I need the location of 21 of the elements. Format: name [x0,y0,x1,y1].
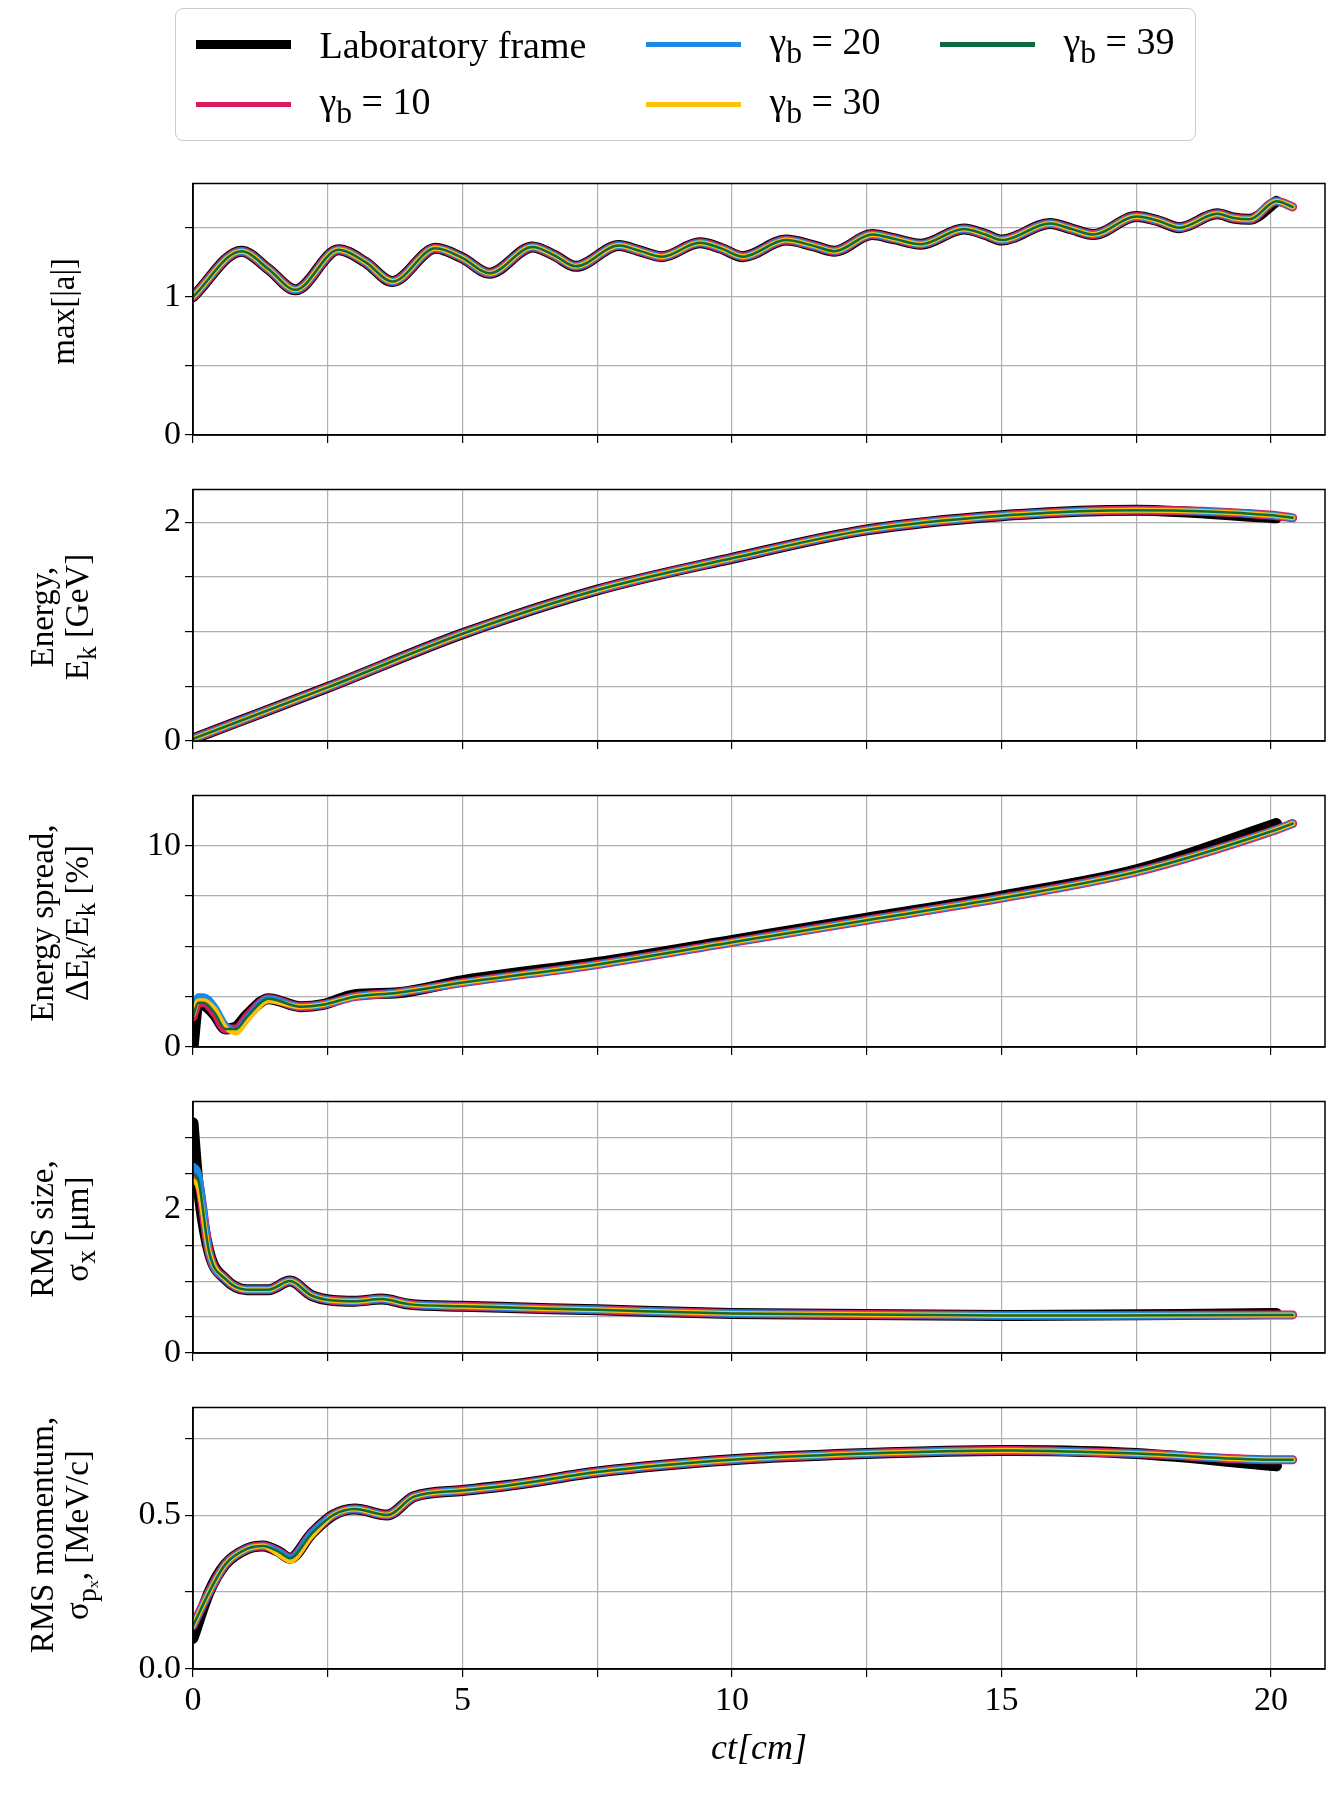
x-tick-label: 20 [1254,1680,1289,1718]
y-tick-label: 0.5 [138,1494,181,1532]
x-tick-label: 10 [715,1680,750,1718]
x-axis-title: ct[cm] [711,1727,807,1768]
y-tick-label: 0 [164,1026,181,1064]
y-tick-label: 2 [164,501,181,539]
y-tick-label: 0 [164,414,181,452]
legend-label: γ$_{b}$ = 30 [769,78,881,131]
x-tick-label: 5 [454,1680,472,1718]
y-tick-label: 0 [164,1332,181,1370]
y-tick-label: 1 [164,275,181,313]
y-tick-label: 10 [147,824,181,862]
y-tick-label: 0 [164,720,181,758]
y-tick-label: 0.0 [138,1648,181,1686]
legend-label: γ$_{b}$ = 20 [769,19,881,71]
legend-label: Laboratory frame [319,22,587,67]
legend-label: γ$_{b}$ = 39 [1063,19,1175,71]
legend-label: γ$_{b}$ = 10 [319,78,431,131]
y-axis-title: max[|a|] [44,257,81,365]
x-tick-label: 15 [984,1680,1019,1718]
y-tick-label: 2 [164,1188,181,1226]
